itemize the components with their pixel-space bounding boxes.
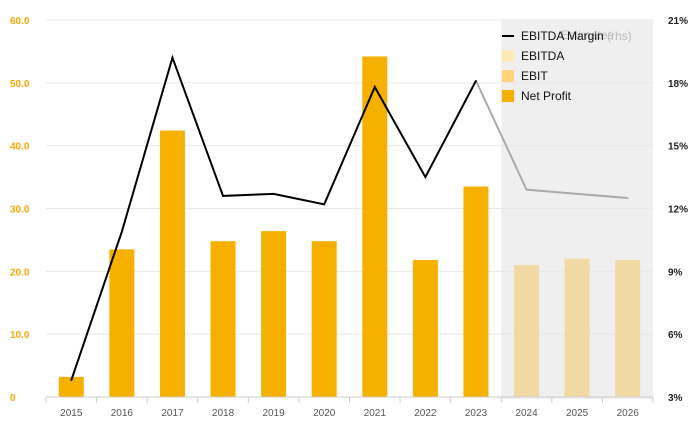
x-tick-label: 2021 [364, 408, 387, 419]
legend-item-net-profit: Net Profit [502, 89, 572, 103]
ebitda-margin-point-2020 [323, 203, 326, 206]
ebitda-margin-point-2026 [626, 197, 629, 199]
right-tick-label: 9% [668, 267, 683, 278]
left-tick-label: 30.0 [10, 205, 30, 216]
x-tick-label: 2015 [60, 408, 83, 419]
net-profit-bars [58, 56, 641, 398]
left-tick-label: 0 [10, 393, 16, 404]
legend-item-ebitda-margin: EBITDA Margin (rhs) [502, 29, 632, 43]
right-tick-label: 21% [668, 16, 688, 27]
bar-net-profit-2015 [58, 376, 84, 397]
right-tick-label: 6% [668, 330, 683, 341]
x-tick-label: 2026 [617, 408, 640, 419]
bar-net-profit-2022 [412, 260, 438, 397]
ebitda-margin-line [70, 54, 629, 382]
x-tick-label: 2024 [515, 408, 538, 419]
x-axis: 2015 2016 2017 2018 2019 2020 2021 2022 2023 2024… [45, 396, 654, 419]
left-tick-label: 10.0 [10, 330, 30, 341]
bar-net-profit-2020 [311, 241, 337, 397]
right-tick-label: 12% [668, 205, 688, 216]
estimate-label: Estimates [561, 28, 614, 42]
bar-net-profit-2016 [109, 249, 135, 397]
left-axis: 0 10.0 20.0 30.0 40.0 50.0 60.0 [10, 16, 30, 404]
legend-swatch [502, 50, 514, 62]
ebitda-margin-point-2019 [272, 193, 275, 195]
legend: EBITDA Margin (rhs) EBITDA EBIT Net Profit [502, 29, 632, 103]
bar-net-profit-2017 [159, 130, 185, 397]
legend-label: Net Profit [521, 89, 572, 103]
x-tick-label: 2022 [414, 408, 437, 419]
ebitda-margin-point-2018 [222, 195, 224, 197]
ebitda-margin-point-2025 [576, 193, 578, 195]
right-tick-label: 18% [668, 79, 688, 90]
x-tick-label: 2017 [161, 408, 184, 419]
legend-item-ebitda: EBITDA [502, 49, 564, 63]
right-tick-label: 15% [668, 142, 688, 153]
ebitda-margin-point-2016 [121, 230, 123, 233]
bar-net-profit-2024 [514, 265, 540, 397]
legend-label: EBITDA Margin (rhs) [521, 29, 632, 43]
left-tick-label: 60.0 [10, 16, 30, 27]
bar-net-profit-2019 [261, 231, 287, 397]
left-tick-label: 50.0 [10, 79, 30, 90]
x-tick-label: 2025 [566, 408, 589, 419]
ebitda-margin-estimate-line [475, 80, 628, 200]
x-tick-label: 2023 [465, 408, 488, 419]
legend-item-ebit: EBIT [502, 69, 548, 83]
x-tick-label: 2016 [111, 408, 134, 419]
bar-net-profit-2018 [210, 241, 236, 397]
bar-net-profit-2026 [615, 260, 641, 397]
right-tick-label: 3% [668, 393, 683, 404]
left-tick-label: 40.0 [10, 142, 30, 153]
ebitda-margin-point-2017 [171, 56, 174, 59]
ebitda-margin-point-2022 [424, 176, 427, 178]
ebitda-margin-point-2015 [70, 379, 73, 382]
x-tick-label: 2019 [263, 408, 286, 419]
ebitda-margin-point-2024 [525, 188, 528, 191]
x-tick-label: 2020 [313, 408, 336, 419]
legend-swatch [502, 70, 514, 82]
left-tick-label: 20.0 [10, 267, 30, 278]
legend-label: EBIT [521, 69, 548, 83]
legend-label: EBITDA [521, 49, 564, 63]
ebitda-margin-point-2021 [373, 86, 376, 88]
x-tick-label: 2018 [212, 408, 235, 419]
ebitda-margin-point-2023 [475, 79, 477, 82]
bar-net-profit-2023 [463, 186, 489, 397]
bar-net-profit-2021 [362, 56, 388, 398]
right-axis: 3% 6% 9% 12% 15% 18% 21% [668, 16, 688, 404]
bar-net-profit-2025 [564, 258, 590, 397]
legend-label-suffix: (rhs) [604, 29, 632, 43]
legend-swatch [502, 90, 514, 102]
